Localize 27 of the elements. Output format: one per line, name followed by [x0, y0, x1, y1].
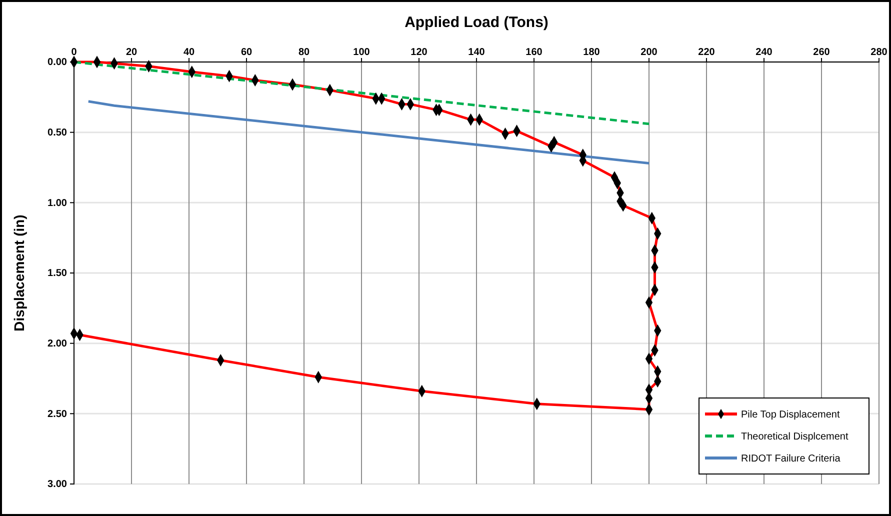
y-tick-label: 3.00	[48, 479, 68, 490]
x-tick-label: 220	[698, 47, 716, 58]
x-tick-label: 0	[71, 47, 78, 58]
x-tick-label: 100	[353, 47, 370, 58]
y-tick-label: 0.00	[48, 57, 68, 68]
y-tick-label: 2.00	[48, 338, 68, 350]
y-tick-label: 1.50	[48, 268, 68, 280]
y-tick-label: 2.50	[48, 408, 68, 420]
x-tick-label: 280	[870, 47, 888, 58]
y-axis-title: Displacement (in)	[11, 214, 27, 332]
x-tick-label: 180	[583, 47, 600, 58]
x-tick-label: 60	[240, 47, 252, 58]
x-tick-label: 40	[183, 47, 195, 58]
x-axis-title: Applied Load (Tons)	[404, 14, 548, 31]
x-tick-label: 260	[813, 47, 830, 58]
x-tick-label: 80	[298, 47, 310, 58]
x-tick-label: 20	[126, 47, 138, 58]
x-tick-label: 120	[410, 47, 428, 58]
x-tick-label: 200	[640, 47, 658, 58]
y-tick-label: 0.50	[48, 128, 68, 139]
y-tick-label: 1.00	[48, 198, 68, 209]
legend-label: RIDOT Failure Criteria	[741, 454, 841, 464]
x-tick-label: 140	[468, 47, 486, 58]
legend-label: Theoretical Displcement	[741, 432, 848, 442]
x-tick-label: 160	[526, 47, 543, 58]
legend-label: Pile Top Displacement	[741, 410, 840, 420]
x-tick-label: 240	[756, 47, 773, 58]
